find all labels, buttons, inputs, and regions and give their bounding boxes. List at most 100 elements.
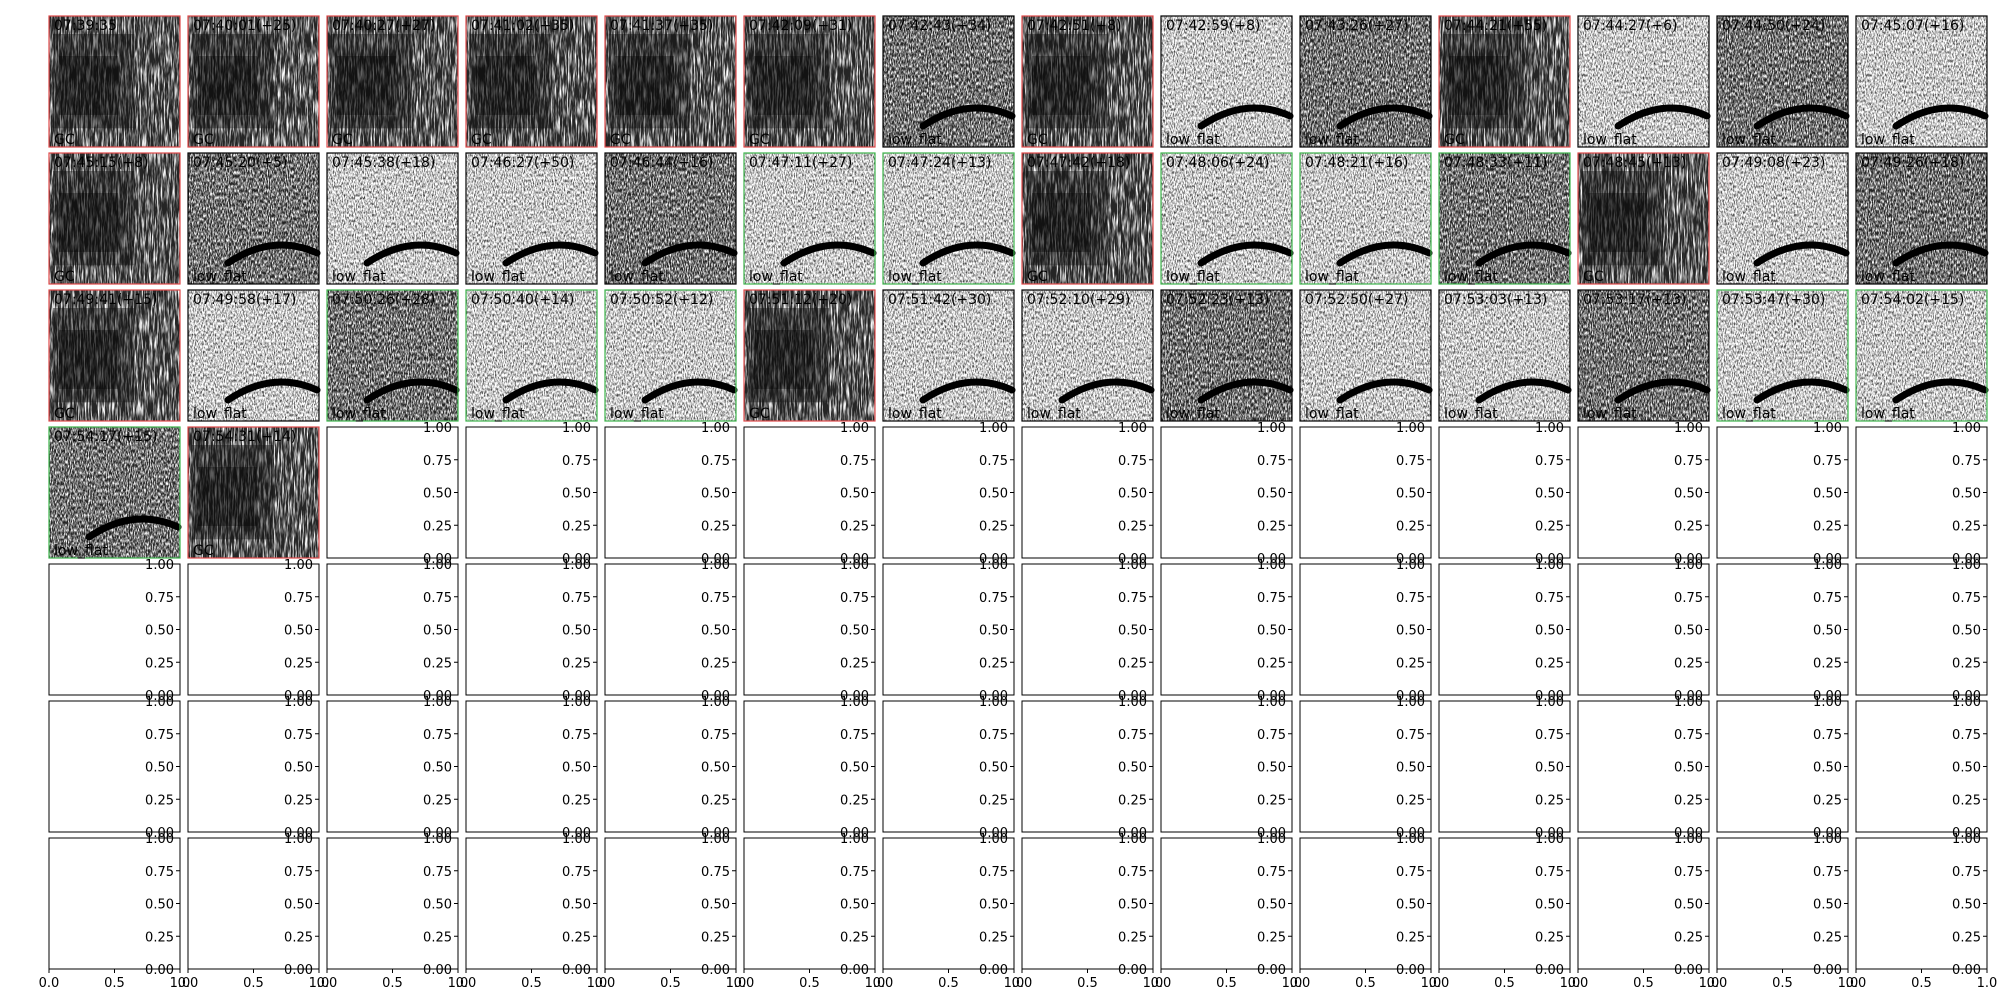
panel-timestamp: 07:47:11(+27)	[749, 155, 852, 171]
empty-axes-panel: 0.00 0.25 0.50 0.75 1.00 0.0 0.5 1.0	[1707, 832, 1859, 991]
y-tick-label: 1.00	[1535, 832, 1564, 847]
y-tick-label: 1.00	[1674, 695, 1703, 710]
spectrogram-texture	[883, 290, 1014, 421]
call-contour	[1197, 241, 1294, 267]
y-tick-label: 1.00	[701, 421, 730, 436]
panel-label: low_flat	[1861, 406, 1915, 422]
spectrogram-panel: 07:48:45(+13) GC	[1577, 152, 1710, 285]
empty-axes-panel: 0.00 0.25 0.50 0.75 1.00	[604, 558, 737, 704]
panel-frame	[1577, 152, 1710, 285]
call-contour	[1475, 241, 1572, 267]
axes-frame	[1160, 700, 1293, 833]
panel-label: low_flat	[1722, 406, 1776, 422]
y-tick-label: 0.75	[145, 591, 174, 606]
y-tick-label: 0.75	[562, 865, 591, 880]
y-tick-label: 0.25	[979, 930, 1008, 945]
y-tick-label: 0.50	[423, 624, 452, 639]
x-tick-label: 1.0	[1421, 976, 1442, 991]
panel-timestamp: 07:44:21(+55)	[1444, 18, 1547, 34]
y-tick-label: 0.50	[1535, 761, 1564, 776]
empty-axes-panel: 0.00 0.25 0.50 0.75 1.00	[1438, 421, 1571, 567]
panel-timestamp: 07:49:41(+15)	[54, 292, 157, 308]
spectrogram-texture	[49, 16, 180, 147]
y-tick-label: 0.25	[840, 793, 869, 808]
y-tick-label: 0.00	[562, 689, 591, 704]
spectrogram-panel: 07:52:10(+29) low_flat	[1021, 289, 1155, 422]
gc-energy-band	[609, 34, 691, 129]
axes-frame	[1438, 700, 1571, 833]
panel-timestamp: 07:45:15(+8)	[54, 155, 148, 171]
y-tick-label: 1.00	[562, 832, 591, 847]
y-tick-label: 0.00	[1674, 552, 1703, 567]
y-tick-label: 0.75	[1674, 865, 1703, 880]
panel-frame	[882, 289, 1015, 422]
panel-frame	[1160, 152, 1293, 285]
y-tick-label: 1.00	[1813, 695, 1842, 710]
spectrogram-texture	[1022, 153, 1153, 284]
y-tick-label: 0.25	[1396, 656, 1425, 671]
y-tick-label: 0.00	[562, 826, 591, 841]
empty-axes-panel: 0.00 0.25 0.50 0.75 1.00	[1299, 421, 1432, 567]
y-tick-label: 0.25	[1257, 656, 1286, 671]
panel-timestamp: 07:49:08(+23)	[1722, 155, 1825, 171]
panel-timestamp: 07:45:07(+16)	[1861, 18, 1964, 34]
y-tick-label: 0.00	[284, 963, 313, 978]
y-tick-label: 0.25	[979, 656, 1008, 671]
y-tick-label: 1.00	[145, 832, 174, 847]
panel-timestamp: 07:45:38(+18)	[332, 155, 435, 171]
panel-timestamp: 07:54:17(+15)	[54, 429, 157, 445]
axes-frame	[1299, 426, 1432, 559]
empty-axes-panel: 0.00 0.25 0.50 0.75 1.00 0.0 0.5 1.0	[734, 832, 886, 991]
y-tick-label: 0.25	[423, 793, 452, 808]
call-contour	[919, 378, 1016, 404]
y-tick-label: 0.50	[423, 898, 452, 913]
y-tick-label: 1.00	[1118, 832, 1147, 847]
call-contour	[780, 241, 877, 267]
panel-timestamp: 07:51:12(+20)	[749, 292, 852, 308]
spectrogram-texture	[1439, 153, 1570, 284]
panel-label: low_flat	[1722, 269, 1776, 285]
panel-frame	[465, 289, 598, 422]
spectrogram-texture	[1717, 290, 1848, 421]
empty-axes-panel: 0.00 0.25 0.50 0.75 1.00	[326, 558, 459, 704]
y-tick-label: 0.75	[562, 728, 591, 743]
empty-axes-panel: 0.00 0.25 0.50 0.75 1.00	[1855, 558, 1988, 704]
y-tick-label: 0.75	[562, 454, 591, 469]
call-contour	[224, 378, 321, 404]
y-tick-label: 1.00	[1257, 695, 1286, 710]
y-tick-label: 0.75	[284, 865, 313, 880]
spectrogram-texture	[466, 153, 597, 284]
x-tick-label: 0.0	[456, 976, 477, 991]
spectrogram-panel: 07:39:35 GC	[48, 15, 181, 148]
call-contour	[641, 241, 738, 267]
gc-energy-core	[198, 56, 257, 115]
y-tick-label: 0.00	[423, 826, 452, 841]
panel-label: low_flat	[1305, 406, 1359, 422]
panel-timestamp: 07:50:26(+28)	[332, 292, 435, 308]
spectrogram-texture	[1856, 16, 1987, 147]
y-tick-label: 1.00	[1952, 695, 1981, 710]
x-tick-label: 0.5	[1355, 976, 1376, 991]
spectrogram-texture	[327, 16, 458, 147]
panel-frame	[465, 152, 598, 285]
axes-frame	[604, 563, 737, 696]
y-tick-label: 1.00	[1952, 558, 1981, 573]
panel-timestamp: 07:47:42(+18)	[1027, 155, 1130, 171]
spectrogram-panel: 07:41:02(+35) GC	[465, 15, 598, 148]
panel-frame	[48, 152, 181, 285]
y-tick-label: 0.75	[701, 728, 730, 743]
empty-axes-panel: 0.00 0.25 0.50 0.75 1.00 0.0 0.5 1.0	[595, 832, 747, 991]
y-tick-label: 0.75	[1535, 865, 1564, 880]
x-tick-label: 1.0	[1977, 976, 1998, 991]
panel-label: low_flat	[332, 269, 386, 285]
gc-energy-core	[754, 330, 813, 389]
empty-axes-panel: 0.00 0.25 0.50 0.75 1.00	[1160, 695, 1293, 841]
axes-frame	[1160, 563, 1293, 696]
y-tick-label: 0.75	[1813, 591, 1842, 606]
x-tick-label: 0.5	[1633, 976, 1654, 991]
y-tick-label: 1.00	[1257, 558, 1286, 573]
axes-frame	[465, 426, 598, 559]
y-tick-label: 0.75	[979, 728, 1008, 743]
y-tick-label: 0.25	[284, 656, 313, 671]
gc-energy-core	[337, 56, 396, 115]
